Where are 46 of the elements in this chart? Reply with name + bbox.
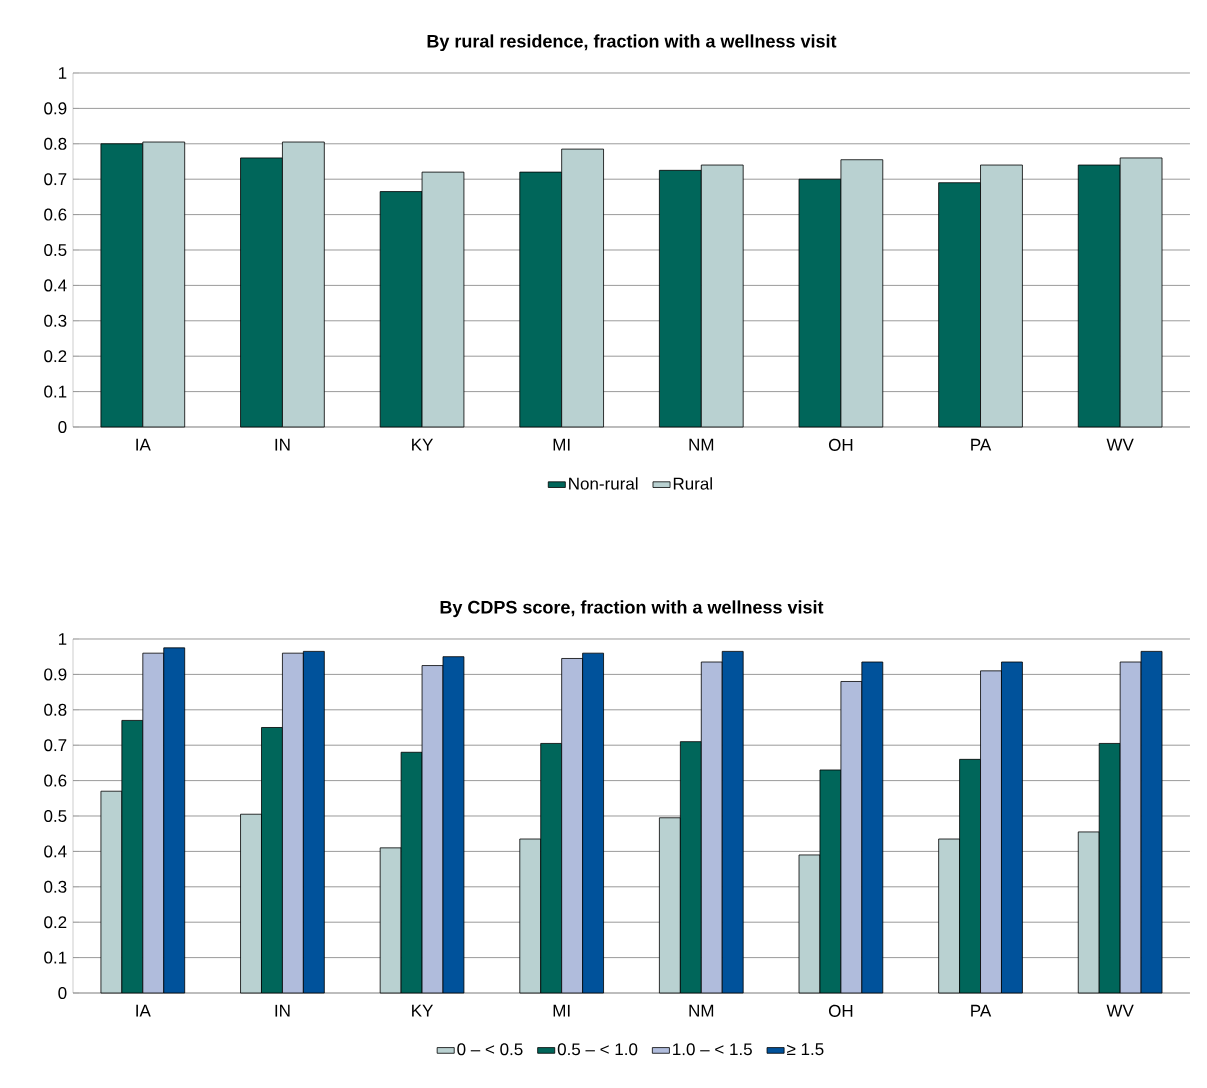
x-tick-label: IA: [136, 438, 151, 451]
y-tick-label: 0.9: [44, 102, 67, 115]
x-tick-label: IN: [275, 1004, 290, 1017]
y-tick-label: 0.8: [44, 703, 67, 716]
legend-label: Rural: [673, 477, 712, 490]
y-tick-label: 0: [58, 986, 67, 1000]
y-tick-label: 0.5: [44, 809, 67, 823]
y-tick-label: 0.1: [44, 385, 67, 398]
legend-label: 1.0 – < 1.5: [673, 1043, 752, 1056]
chart-title: By rural residence, fraction with a wellness visit: [427, 34, 837, 52]
x-tick-label: IA: [136, 1004, 151, 1017]
y-tick-label: 0.8: [44, 137, 67, 150]
y-tick-label: 0.5: [44, 243, 67, 257]
y-tick-label: 1: [58, 633, 67, 645]
legend-label: Non-rural: [569, 477, 638, 490]
y-tick-label: 0.6: [44, 774, 67, 787]
y-tick-label: 0.9: [44, 668, 67, 681]
x-tick-label: MI: [553, 1004, 570, 1017]
x-tick-label: OH: [828, 438, 853, 451]
y-tick-label: 0.6: [44, 208, 67, 221]
x-tick-label: MI: [553, 438, 570, 451]
y-tick-label: 0: [58, 420, 67, 434]
x-tick-label: IN: [275, 438, 290, 451]
y-tick-label: 0.4: [44, 279, 67, 292]
y-tick-label: 0.4: [44, 845, 67, 858]
x-tick-label: PA: [971, 1004, 992, 1017]
legend-label: ≥ 1.5: [787, 1043, 824, 1056]
y-tick-label: 0.7: [44, 739, 67, 752]
x-tick-label: NM: [689, 438, 714, 451]
chart-title: By CDPS score, fraction with a wellness visit: [440, 600, 824, 618]
y-tick-label: 0.3: [44, 880, 67, 893]
x-tick-label: WV: [1106, 1004, 1134, 1017]
x-tick-label: KY: [412, 438, 434, 451]
y-tick-label: 1: [58, 67, 67, 79]
x-tick-label: WV: [1106, 438, 1134, 451]
x-tick-label: PA: [971, 438, 992, 451]
y-tick-label: 0.2: [44, 350, 67, 363]
x-tick-label: KY: [412, 1004, 434, 1017]
y-tick-label: 0.2: [44, 916, 67, 929]
y-tick-label: 0.7: [44, 173, 67, 186]
x-tick-label: NM: [689, 1004, 714, 1017]
legend-label: 0 – < 0.5: [457, 1043, 523, 1056]
legend-label: 0.5 – < 1.0: [557, 1043, 638, 1056]
y-tick-label: 0.3: [44, 314, 67, 327]
y-tick-label: 0.1: [44, 951, 67, 964]
x-tick-label: OH: [828, 1004, 853, 1017]
